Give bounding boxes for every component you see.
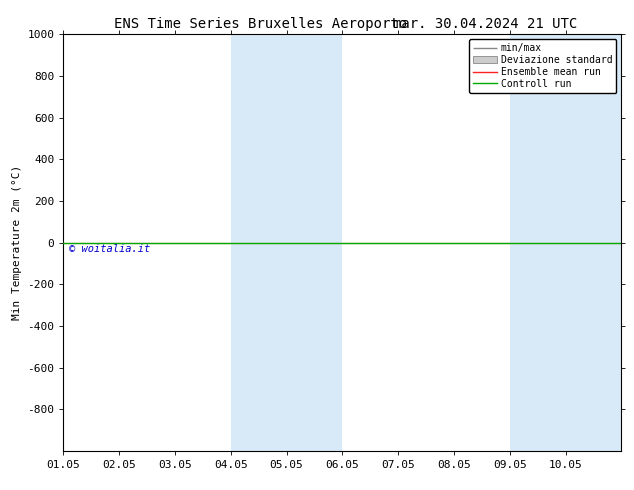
Bar — [231, 34, 287, 451]
Text: mar. 30.04.2024 21 UTC: mar. 30.04.2024 21 UTC — [393, 17, 578, 31]
Bar — [287, 34, 342, 451]
Bar — [566, 34, 621, 451]
Bar — [510, 34, 566, 451]
Legend: min/max, Deviazione standard, Ensemble mean run, Controll run: min/max, Deviazione standard, Ensemble m… — [469, 39, 616, 93]
Text: ENS Time Series Bruxelles Aeroporto: ENS Time Series Bruxelles Aeroporto — [114, 17, 407, 31]
Text: © woitalia.it: © woitalia.it — [69, 244, 150, 254]
Y-axis label: Min Temperature 2m (°C): Min Temperature 2m (°C) — [12, 165, 22, 320]
